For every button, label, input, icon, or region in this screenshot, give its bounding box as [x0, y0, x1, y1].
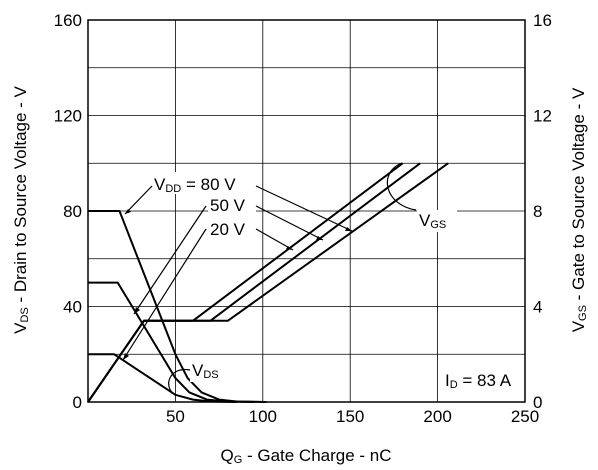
x-tick-label: 250: [511, 407, 539, 426]
x-axis-title: QG - Gate Charge - nC: [220, 446, 391, 466]
vds-label: VDS: [192, 361, 219, 381]
vdd-20-label: 20 V: [210, 220, 246, 239]
y-left-tick-label: 80: [63, 202, 82, 221]
vdd-80-label: VDD = 80 V: [154, 175, 236, 195]
y-left-axis-title: VDS - Drain to Source Voltage - V: [11, 85, 31, 333]
vdd-label-bg: [152, 172, 256, 194]
y-right-tick-label: 8: [533, 202, 542, 221]
pointer-80v-vgs: [255, 185, 353, 232]
pointer-50v-vds: [133, 205, 207, 315]
arrowhead-50v-vgs: [316, 236, 323, 240]
arrowhead-80v-vgs: [345, 227, 352, 231]
y-right-axis-title: VGS - Gate to Source Voltage - V: [569, 87, 589, 332]
y-left-tick-label: 40: [63, 298, 82, 317]
id-label: ID = 83 A: [445, 371, 512, 391]
vgs-label: VGS: [419, 211, 446, 231]
y-left-tick-label: 120: [54, 107, 82, 126]
vdd-50-bg: [208, 194, 256, 214]
y-right-tick-label: 4: [533, 298, 542, 317]
vds-bracket: [168, 368, 191, 396]
x-tick-label: 200: [423, 407, 451, 426]
pointer-80v-vds: [124, 185, 153, 215]
vds-curve: [88, 353, 237, 403]
data-series: [87, 162, 449, 403]
arrowhead-20v-vgs: [286, 246, 293, 250]
x-tick-label: 50: [166, 407, 185, 426]
vdd-20-bg: [208, 218, 256, 238]
annotation-arrowheads: [123, 209, 352, 360]
y-right-tick-label: 12: [533, 107, 552, 126]
y-right-tick-label: 16: [533, 11, 552, 30]
vgs-label-bg: [417, 210, 457, 232]
y-left-tick-label: 0: [73, 393, 82, 412]
vgs-curve: [87, 162, 449, 403]
pointer-20v-vgs: [255, 228, 294, 251]
x-tick-label: 150: [336, 407, 364, 426]
vdd-50-label: 50 V: [210, 196, 246, 215]
pointer-50v-vgs: [255, 205, 324, 241]
x-tick-label: 100: [249, 407, 277, 426]
annotation-pointers: [122, 162, 417, 396]
y-left-tick-label: 160: [54, 11, 82, 30]
grid-lines: [88, 20, 525, 402]
y-right-tick-label: 0: [533, 393, 542, 412]
pointer-20v-vds: [122, 228, 207, 361]
arrowhead-20v-vds: [123, 353, 129, 360]
arrowhead-80v-vds: [125, 209, 131, 214]
arrowhead-50v-vds: [134, 307, 140, 314]
vds-label-bg: [190, 360, 230, 382]
vgs-bracket: [386, 162, 417, 211]
